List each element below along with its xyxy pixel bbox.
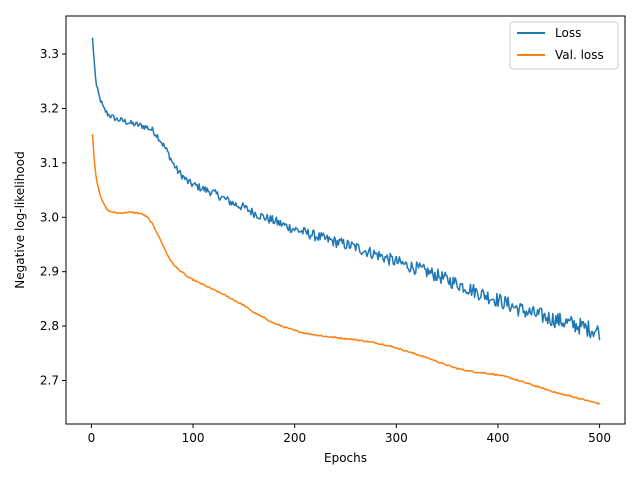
y-axis-label: Negative log-likelihood xyxy=(13,151,27,288)
y-tick-label: 3.1 xyxy=(40,156,59,170)
ticks-layer: 0 100 200 300 400 500 2.7 2.8 2.9 3.0 3.1 3.2 3.3 xyxy=(40,47,611,445)
x-tick-label: 100 xyxy=(182,431,205,445)
y-tick-label: 2.9 xyxy=(40,265,59,279)
x-tick-label: 0 xyxy=(88,431,96,445)
x-tick-label: 500 xyxy=(588,431,611,445)
y-tick-label: 3.0 xyxy=(40,210,59,224)
x-tick-label: 400 xyxy=(487,431,510,445)
legend-label-val-loss: Val. loss xyxy=(555,48,604,62)
y-tick-label: 2.8 xyxy=(40,319,59,333)
series-line-val-loss xyxy=(91,133,601,405)
y-tick-label: 3.3 xyxy=(40,47,59,61)
y-tick-label: 2.7 xyxy=(40,373,59,387)
plot-frame xyxy=(65,15,626,425)
legend-label-loss: Loss xyxy=(555,26,581,40)
x-tick-label: 300 xyxy=(385,431,408,445)
plot-area xyxy=(66,16,625,424)
x-axis-label: Epochs xyxy=(324,451,367,465)
series-line-loss xyxy=(91,37,601,341)
series-layer xyxy=(91,37,601,405)
legend: Loss Val. loss xyxy=(509,21,619,70)
y-tick-label: 3.2 xyxy=(40,101,59,115)
x-tick-label: 200 xyxy=(283,431,306,445)
